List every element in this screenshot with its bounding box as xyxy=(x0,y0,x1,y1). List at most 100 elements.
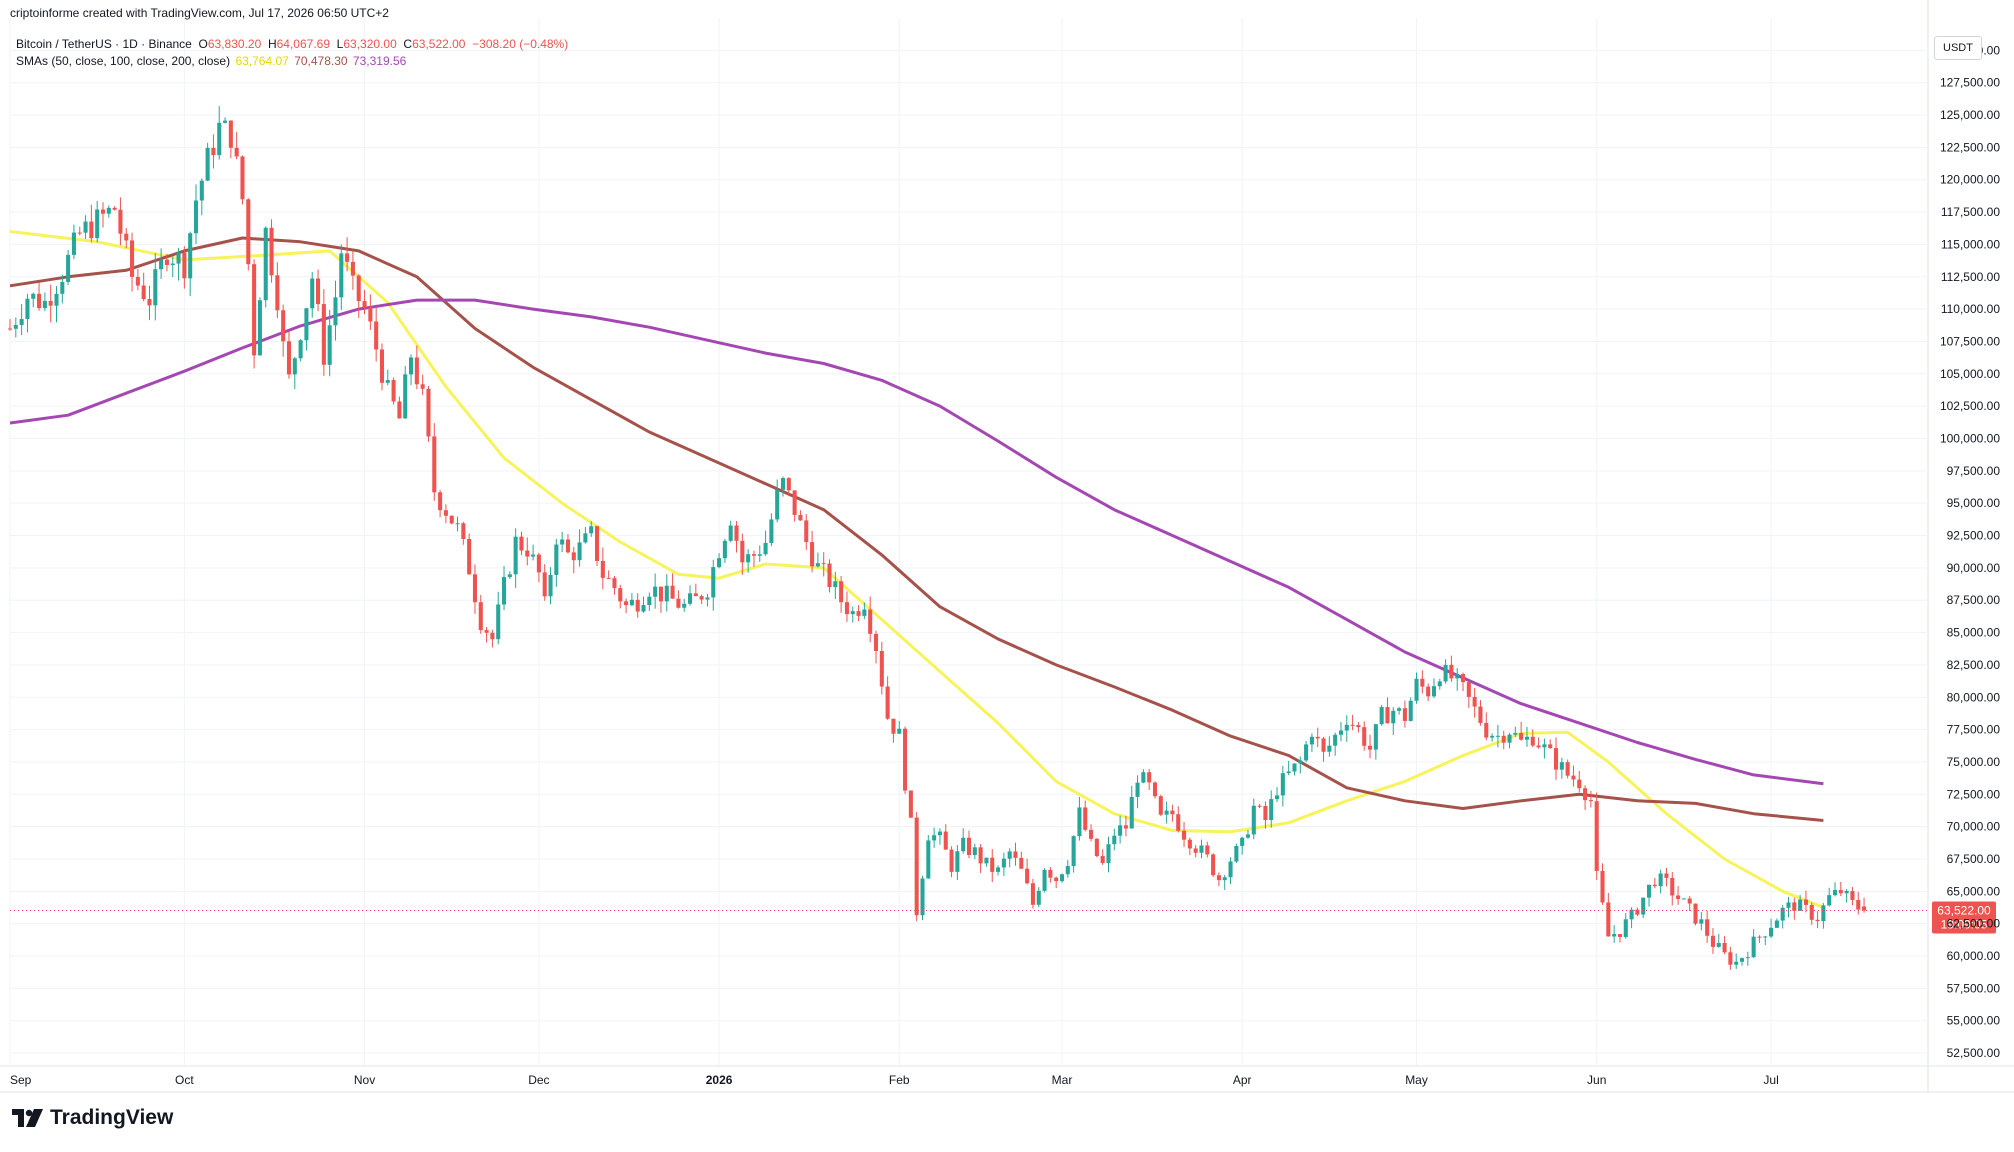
candle-up xyxy=(60,281,65,294)
candle-up xyxy=(746,554,751,563)
candle-up xyxy=(1739,958,1745,962)
candle-up xyxy=(1490,735,1495,738)
candlestick-series xyxy=(7,106,1867,970)
candle-down xyxy=(1019,857,1024,869)
price-tick-label: 55,000.00 xyxy=(1947,1014,2001,1028)
candle-down xyxy=(1652,884,1657,887)
candle-up xyxy=(1408,700,1413,721)
candle-down xyxy=(1728,952,1733,965)
candle-down xyxy=(1676,895,1681,900)
currency-unit-button[interactable]: USDT xyxy=(1934,36,1982,60)
candle-down xyxy=(903,728,908,791)
price-tick-label: 95,000.00 xyxy=(1947,496,2001,510)
candle-down xyxy=(1664,873,1669,878)
price-tick-label: 122,500.00 xyxy=(1940,140,2000,154)
candle-down xyxy=(7,328,13,330)
candle-down xyxy=(1501,735,1506,743)
candle-up xyxy=(1431,686,1437,697)
candle-down xyxy=(1838,889,1843,894)
tradingview-logo-text: TradingView xyxy=(50,1106,174,1129)
candle-up xyxy=(926,840,931,879)
candle-up xyxy=(223,120,228,123)
candle-up xyxy=(1397,708,1402,711)
symbol-legend-row[interactable]: Bitcoin / TetherUS · 1D · Binance O63,83… xyxy=(16,36,568,53)
candle-down xyxy=(350,261,355,276)
candle-up xyxy=(310,278,315,309)
candle-up xyxy=(1007,851,1012,859)
candle-down xyxy=(1147,772,1152,783)
candle-down xyxy=(1152,782,1158,797)
last-price-badge xyxy=(1932,901,1996,934)
candle-down xyxy=(1176,814,1181,831)
candle-down xyxy=(211,147,216,156)
candle-up xyxy=(257,300,262,356)
candle-down xyxy=(420,384,425,389)
time-tick-label: Nov xyxy=(354,1073,375,1087)
high-value: 64,067.69 xyxy=(276,37,330,51)
candle-up xyxy=(1228,861,1233,878)
candle-up xyxy=(409,357,414,375)
price-tick-label: 57,500.00 xyxy=(1947,981,2001,995)
candle-down xyxy=(141,285,146,300)
candle-up xyxy=(1077,807,1082,837)
candle-down xyxy=(1850,890,1855,900)
candle-down xyxy=(1350,724,1355,726)
candle-down xyxy=(1187,839,1192,849)
tradingview-logo[interactable]: TradingView xyxy=(12,1106,173,1130)
candle-down xyxy=(606,577,611,579)
candle-up xyxy=(548,574,553,597)
candle-up xyxy=(1507,734,1512,743)
candle-up xyxy=(972,847,977,856)
candle-up xyxy=(1251,805,1256,835)
candle-down xyxy=(1449,664,1454,679)
candle-down xyxy=(612,578,617,589)
price-tick-label: 87,500.00 xyxy=(1947,593,2001,607)
change-value: −308.20 (−0.48%) xyxy=(472,37,569,51)
candle-up xyxy=(1042,869,1047,891)
price-tick-label: 100,000.00 xyxy=(1940,431,2000,445)
sma-legend-row[interactable]: SMAs (50, close, 100, close, 200, close)… xyxy=(16,53,568,70)
candle-down xyxy=(240,156,245,200)
candle-down xyxy=(1862,906,1867,911)
candle-down xyxy=(1083,807,1088,830)
low-label: L xyxy=(336,37,344,51)
candle-down xyxy=(112,207,117,210)
candle-down xyxy=(1257,805,1262,807)
candle-down xyxy=(1054,877,1059,882)
candle-up xyxy=(1681,898,1686,900)
candle-down xyxy=(1588,800,1593,802)
candle-down xyxy=(1170,810,1175,815)
candle-down xyxy=(1362,727,1367,746)
candle-down xyxy=(135,276,140,286)
candle-up xyxy=(333,297,338,326)
time-tick-label: Jun xyxy=(1587,1073,1606,1087)
open-value: 63,830.20 xyxy=(207,37,262,51)
candle-down xyxy=(345,253,350,262)
candle-down xyxy=(118,209,123,234)
candle-up xyxy=(1414,678,1419,701)
candle-down xyxy=(1321,738,1326,752)
candle-up xyxy=(531,554,536,557)
candle-up xyxy=(1292,763,1297,772)
candle-down xyxy=(856,611,861,616)
candle-down xyxy=(1757,936,1762,938)
time-axis: Sep Oct Nov Dec 2026 Feb Mar Apr May Jun Jul xyxy=(10,1073,1779,1087)
candle-down xyxy=(246,199,251,265)
price-tick-label: 85,000.00 xyxy=(1947,626,2001,640)
candle-down xyxy=(943,831,948,850)
candle-up xyxy=(455,523,460,525)
candle-down xyxy=(286,341,292,375)
candle-down xyxy=(1670,877,1675,896)
candle-up xyxy=(1437,681,1442,687)
price-axis: 52,500.00 55,000.00 57,500.00 60,000.00 62,5… xyxy=(1940,43,2000,1060)
time-tick-label: Mar xyxy=(1052,1073,1073,1087)
candle-down xyxy=(565,539,570,553)
price-tick-label: 80,000.00 xyxy=(1947,690,2001,704)
candle-down xyxy=(1553,748,1559,770)
candle-up xyxy=(1786,902,1791,908)
candle-up xyxy=(1234,845,1239,862)
candle-down xyxy=(1356,725,1361,728)
candle-down xyxy=(1315,736,1320,739)
candle-down xyxy=(1426,686,1431,697)
